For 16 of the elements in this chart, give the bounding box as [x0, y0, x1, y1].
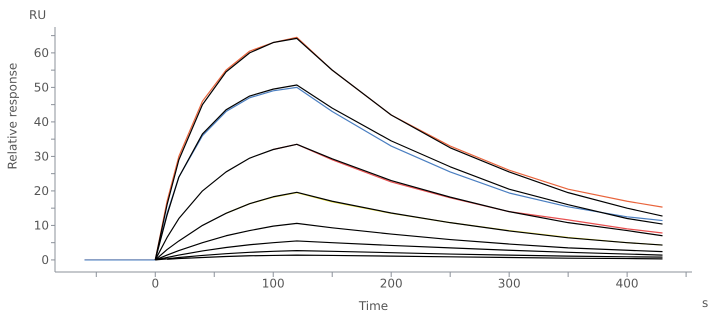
y-tick-label: 10 [34, 218, 49, 233]
y-tick-label: 20 [34, 184, 49, 198]
y-tick-label: 40 [34, 115, 49, 130]
y-tick-label: 30 [34, 150, 49, 164]
x-tick-label: 100 [262, 276, 285, 291]
text: s [702, 296, 708, 310]
x-axis-title: Time [358, 299, 388, 313]
y-tick-label: 0 [41, 253, 49, 268]
y-tick-label: 50 [34, 80, 49, 95]
x-tick-label: 400 [616, 276, 639, 291]
text: RU [29, 8, 46, 22]
x-tick-label: 0 [151, 276, 160, 291]
x-tick-label: 200 [380, 276, 403, 291]
x-tick-label: 300 [498, 276, 521, 291]
y-axis-title: Relative response [5, 62, 20, 170]
y-tick-label: 60 [34, 46, 49, 60]
